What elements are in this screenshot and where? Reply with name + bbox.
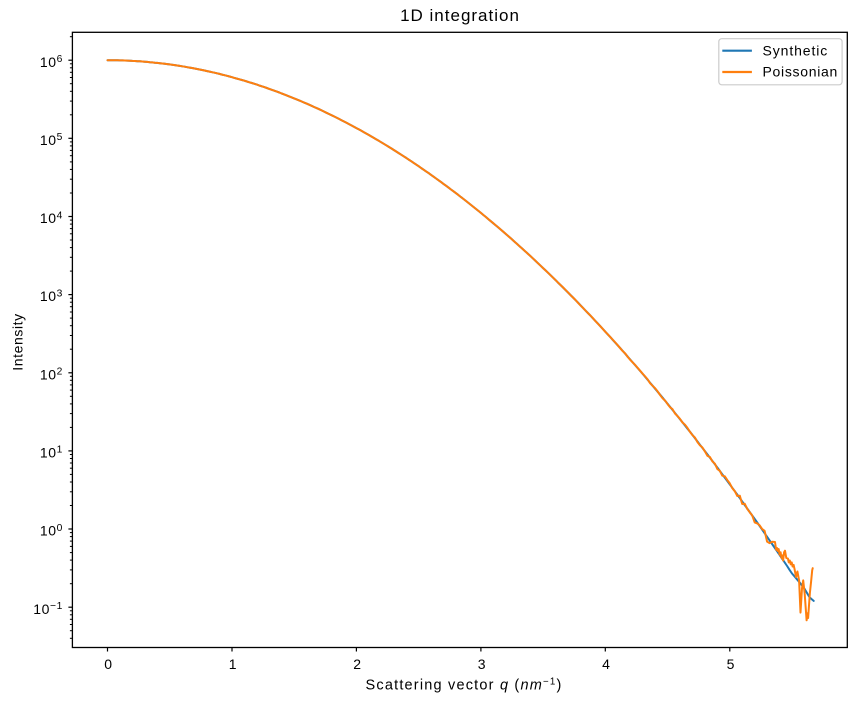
svg-text:Poissonian: Poissonian: [763, 64, 839, 80]
svg-text:1: 1: [229, 656, 237, 672]
svg-text:5: 5: [727, 656, 735, 672]
svg-text:3: 3: [478, 656, 486, 672]
svg-text:Scattering vector q (nm−1): Scattering vector q (nm−1): [366, 677, 563, 694]
svg-text:4: 4: [602, 656, 610, 672]
svg-text:Intensity: Intensity: [10, 313, 26, 371]
svg-text:2: 2: [353, 656, 361, 672]
svg-text:1D integration: 1D integration: [400, 6, 520, 25]
svg-text:0: 0: [104, 656, 112, 672]
svg-text:Synthetic: Synthetic: [763, 42, 829, 58]
